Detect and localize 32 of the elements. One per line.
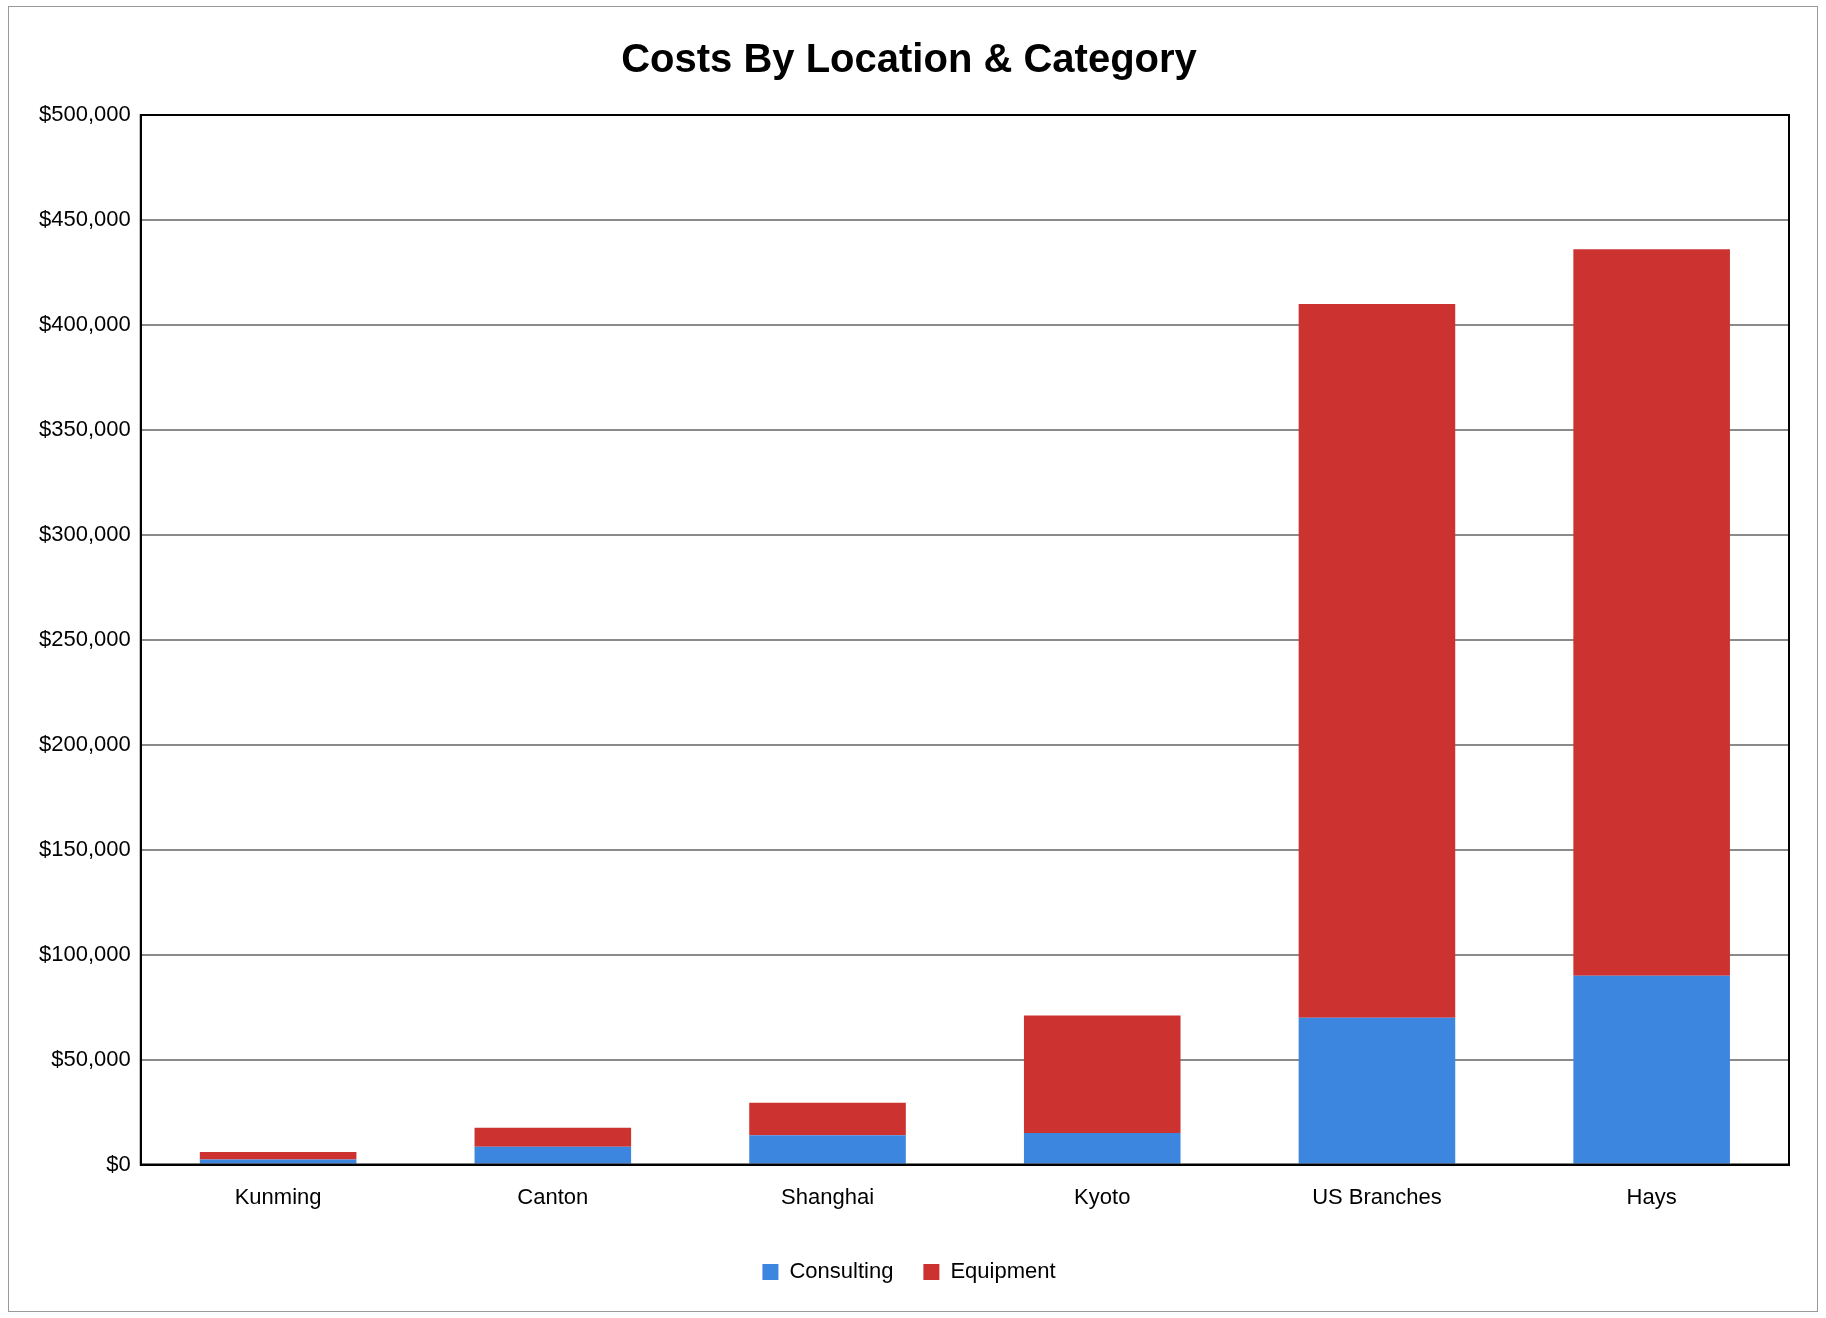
bar (1573, 975, 1730, 1164)
y-tick-label: $250,000 (38, 625, 131, 651)
bar (1298, 1017, 1456, 1164)
x-tick-label: Kunming (234, 1183, 322, 1209)
bar (749, 1135, 906, 1164)
y-tick-label: $100,000 (38, 940, 131, 966)
legend-label: Consulting (789, 1258, 894, 1284)
y-tick-label: $350,000 (38, 415, 131, 441)
bar (749, 1102, 906, 1136)
bar (474, 1146, 632, 1164)
y-tick-label: $150,000 (38, 835, 131, 861)
y-tick-label: $500,000 (38, 101, 131, 127)
bar (1023, 1133, 1181, 1164)
bar (199, 1152, 357, 1160)
y-tick-label: $50,000 (51, 1045, 131, 1071)
bar (1023, 1015, 1181, 1134)
y-tick-label: $0 (106, 1150, 131, 1176)
bar (199, 1159, 357, 1164)
chart-title: Costs By Location & Category (621, 36, 1198, 81)
x-tick-label: Canton (517, 1183, 589, 1209)
x-tick-label: US Branches (1312, 1183, 1442, 1209)
x-tick-label: Shanghai (781, 1183, 875, 1209)
y-tick-label: $300,000 (38, 520, 131, 546)
y-tick-label: $400,000 (38, 310, 131, 336)
bar (1573, 249, 1730, 976)
bar (1298, 303, 1456, 1018)
bar (474, 1127, 632, 1147)
y-tick-label: $200,000 (38, 730, 131, 756)
x-tick-label: Hays (1626, 1183, 1677, 1209)
legend-label: Equipment (950, 1258, 1056, 1284)
x-tick-label: Kyoto (1074, 1183, 1131, 1209)
y-tick-label: $450,000 (38, 206, 131, 232)
